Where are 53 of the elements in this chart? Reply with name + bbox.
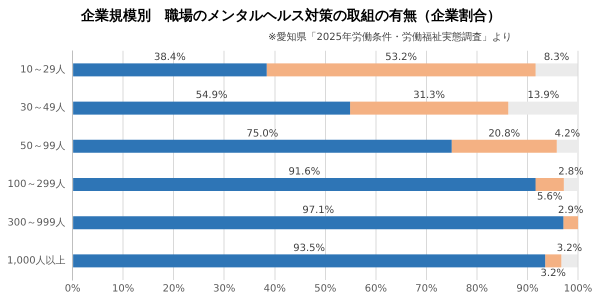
bar [536,63,578,76]
bar [563,216,578,230]
data-label: 54.9% [196,90,228,102]
x-tick-label: 80% [466,284,488,295]
data-label: 2.9% [558,204,584,216]
data-label: 31.3% [413,90,446,102]
bar [73,216,564,230]
data-label: 13.9% [527,90,560,102]
bar [561,254,578,268]
data-label: 53.2% [385,52,418,63]
x-tick-label: 70% [415,284,438,295]
data-label: 20.8% [488,128,520,140]
x-tick-label: 90% [516,284,539,295]
bar [73,140,452,153]
y-tick-label: 300～999人 [7,217,66,228]
bar [73,102,350,115]
bar [73,178,536,191]
data-label: 4.2% [554,128,580,140]
text: ※愛知県「2025年労働条件・労働福祉実態調査」より [268,30,512,44]
x-tick-label: 10% [112,284,134,295]
x-tick-label: 100% [564,284,592,295]
bar [556,140,578,153]
y-tick-label: 50～99人 [20,140,66,152]
x-tick-label: 0% [64,284,81,295]
data-label: 93.5% [293,243,326,254]
data-label: 5.6% [536,192,562,203]
y-tick-label: 30～49人 [20,102,66,114]
chart-title: 企業規模別 職場のメンタルヘルス対策の取組の有無（企業割合） [80,7,501,24]
y-tick-label: 100～299人 [7,179,66,190]
data-label: 3.2% [540,268,566,279]
x-tick-label: 60% [364,284,387,295]
x-tick-label: 20% [162,284,185,295]
bar [536,178,564,191]
bar [452,140,557,153]
bar [73,254,546,268]
data-label: 8.3% [544,52,570,63]
bar [350,102,508,115]
bar [266,63,536,76]
bar [508,102,578,115]
y-tick-label: 1,000人以上 [6,254,66,266]
data-label: 97.1% [302,204,334,216]
data-label: 38.4% [154,52,186,63]
x-tick-label: 50% [314,284,336,295]
x-tick-label: 30% [213,284,236,295]
bar [545,254,562,268]
data-label: 2.8% [558,166,584,178]
bar [564,178,578,191]
data-label: 75.0% [246,128,278,140]
x-tick-label: 40% [264,284,286,295]
data-label: 91.6% [288,166,320,178]
y-tick-label: 10～29人 [20,64,66,76]
bar [73,63,267,76]
data-label: 3.2% [556,243,582,254]
